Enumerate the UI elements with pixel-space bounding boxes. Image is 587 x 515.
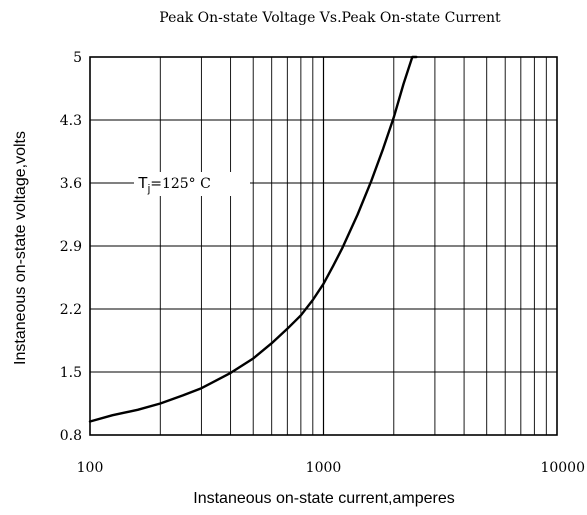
y-tick-label: 3.6 [60,176,82,192]
temperature-annotation: Tj=125° C [138,175,211,195]
plot-frame [89,56,558,436]
y-axis-label: Instaneous on-state voltage,volts [12,131,29,365]
x-tick-labels: 100 1000 10000 [77,460,585,476]
grid [90,57,557,435]
y-tick-label: 2.2 [60,302,82,318]
y-tick-label: 4.3 [60,113,82,129]
y-tick-label: 2.9 [60,239,82,255]
chart-title: Peak On-state Voltage Vs.Peak On-state C… [159,10,501,26]
annotation-symbol: T [138,175,148,192]
annotation-background [134,172,250,196]
y-tick-label: 0.8 [60,428,82,444]
annotation-text: =125° C [150,176,211,192]
annotation-subscript: j [147,183,150,195]
x-axis-label: Instaneous on-state current,amperes [193,490,454,507]
x-tick-label: 100 [77,460,104,476]
y-tick-label: 5 [73,50,82,66]
x-tick-label: 10000 [540,460,585,476]
x-tick-label: 1000 [306,460,342,476]
y-tick-labels: 0.8 1.5 2.2 2.9 3.6 4.3 5 [60,50,82,444]
y-tick-label: 1.5 [60,365,82,381]
series-line [88,55,418,423]
